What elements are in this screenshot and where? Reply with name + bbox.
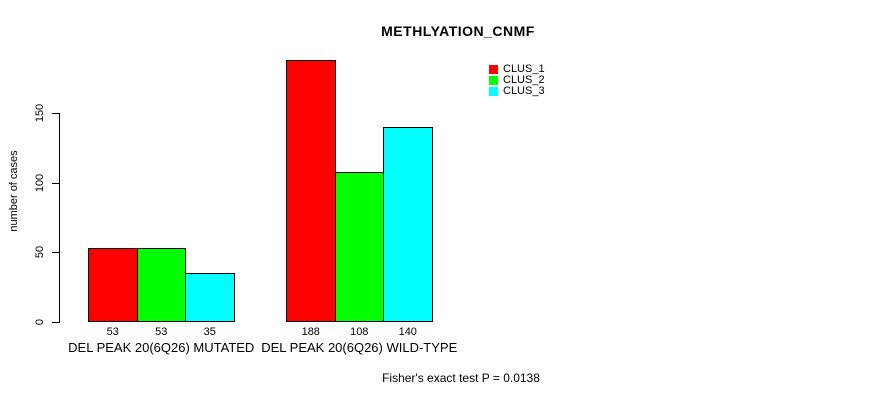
y-axis-tick-label: 150 — [34, 103, 46, 123]
category-label: DEL PEAK 20(6Q26) MUTATED — [68, 340, 255, 355]
bar-value-label: 188 — [301, 326, 320, 338]
annotation-fisher-test: Fisher's exact test P = 0.0138 — [382, 371, 540, 385]
bar-value-label: 108 — [350, 326, 369, 338]
bar-clus_3 — [383, 126, 433, 322]
legend: CLUS_1 CLUS_2 CLUS_3 — [489, 64, 545, 97]
legend-swatch-clus_3 — [489, 87, 498, 96]
legend-item: CLUS_3 — [489, 86, 545, 97]
bar-value-label: 53 — [155, 326, 168, 338]
bar-value-label: 35 — [203, 326, 216, 338]
y-axis-tick — [52, 322, 59, 323]
bar-clus_2 — [334, 171, 384, 322]
bar-value-label: 140 — [398, 326, 417, 338]
chart-title: METHLYATION_CNMF — [381, 23, 535, 39]
y-axis-tick-label: 50 — [34, 246, 46, 259]
bar-value-label: 53 — [106, 326, 119, 338]
bar-clus_1 — [88, 248, 138, 322]
legend-label: CLUS_2 — [503, 74, 545, 86]
legend-label: CLUS_3 — [503, 85, 545, 97]
y-axis-tick-label: 100 — [34, 173, 46, 192]
legend-item: CLUS_2 — [489, 75, 545, 86]
bar-clus_1 — [286, 60, 336, 322]
y-axis-tick-label: 0 — [34, 318, 46, 326]
bar-clus_2 — [136, 248, 186, 322]
legend-item: CLUS_1 — [489, 64, 545, 75]
y-axis-tick — [52, 182, 59, 184]
y-axis-tick — [52, 252, 59, 254]
legend-swatch-clus_1 — [489, 65, 498, 74]
legend-swatch-clus_2 — [489, 76, 498, 85]
y-axis-tick — [52, 113, 59, 114]
category-label: DEL PEAK 20(6Q26) WILD-TYPE — [261, 340, 458, 355]
legend-label: CLUS_1 — [503, 63, 545, 75]
bar-clus_3 — [185, 273, 235, 322]
y-axis-line — [59, 113, 60, 323]
